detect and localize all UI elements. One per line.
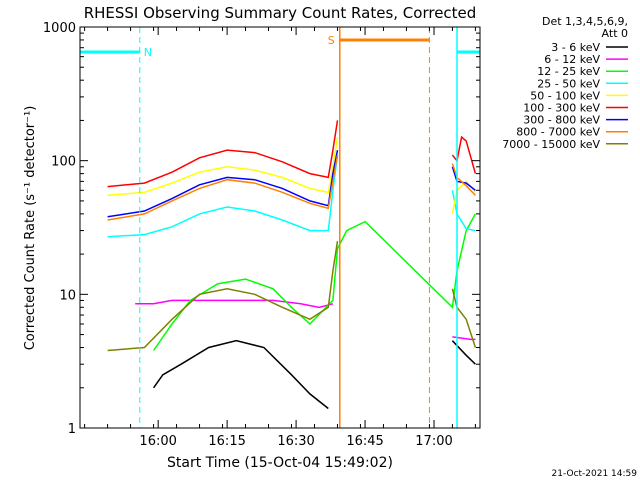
- x-tick-label: 17:00: [415, 434, 452, 449]
- legend-header-line: Att 0: [602, 27, 628, 40]
- series-line: [107, 154, 339, 221]
- legend-header: Det 1,3,4,5,6,9,Att 0: [542, 15, 628, 40]
- flag-label: S: [328, 34, 335, 47]
- x-tick-label: 16:15: [208, 434, 245, 449]
- x-tick-label: 16:30: [277, 434, 314, 449]
- legend-label: 6 - 12 keV: [544, 53, 600, 66]
- series-line: [107, 240, 339, 352]
- y-tick-label: 1: [68, 422, 76, 437]
- series-line: [107, 155, 339, 238]
- series-line: [451, 163, 476, 196]
- legend-label: 12 - 25 keV: [537, 65, 600, 78]
- legend-label: 100 - 300 keV: [523, 102, 600, 115]
- series-line: [451, 135, 477, 174]
- legend-label: 3 - 6 keV: [551, 41, 600, 54]
- series-line: [107, 136, 339, 197]
- series-line: [452, 336, 476, 341]
- x-axis: 16:00 16:15 16:30 16:45 17:00: [84, 27, 476, 449]
- legend-label: 800 - 7000 keV: [516, 126, 600, 139]
- x-tick-label: 16:00: [139, 434, 176, 449]
- y-axis-label: Corrected Count Rate (s⁻¹ detector⁻¹): [23, 106, 38, 351]
- chart-title: RHESSI Observing Summary Count Rates, Co…: [84, 4, 477, 22]
- legend-label: 7000 - 15000 keV: [502, 138, 600, 151]
- y-axis: 1 10 100 1000: [43, 21, 480, 437]
- series-line: [107, 120, 339, 188]
- flag-label: N: [144, 46, 152, 59]
- legend-label: 300 - 800 keV: [523, 114, 600, 127]
- y-tick-label: 10: [59, 288, 76, 303]
- x-tick-label: 16:45: [346, 434, 383, 449]
- timestamp-label: 21-Oct-2021 14:59: [552, 469, 638, 479]
- legend-header-line: Det 1,3,4,5,6,9,: [542, 15, 628, 28]
- series-line: [135, 299, 334, 309]
- y-tick-label: 1000: [43, 21, 76, 36]
- legend-label: 50 - 100 keV: [530, 89, 600, 102]
- plot-frame: [79, 26, 481, 429]
- x-axis-label: Start Time (15-Oct-04 15:49:02): [167, 455, 393, 471]
- series-line: [152, 339, 329, 410]
- legend-label: 25 - 50 keV: [537, 77, 600, 90]
- series-line: [451, 288, 477, 348]
- series-layer: [107, 120, 477, 410]
- y-tick-label: 100: [51, 155, 76, 170]
